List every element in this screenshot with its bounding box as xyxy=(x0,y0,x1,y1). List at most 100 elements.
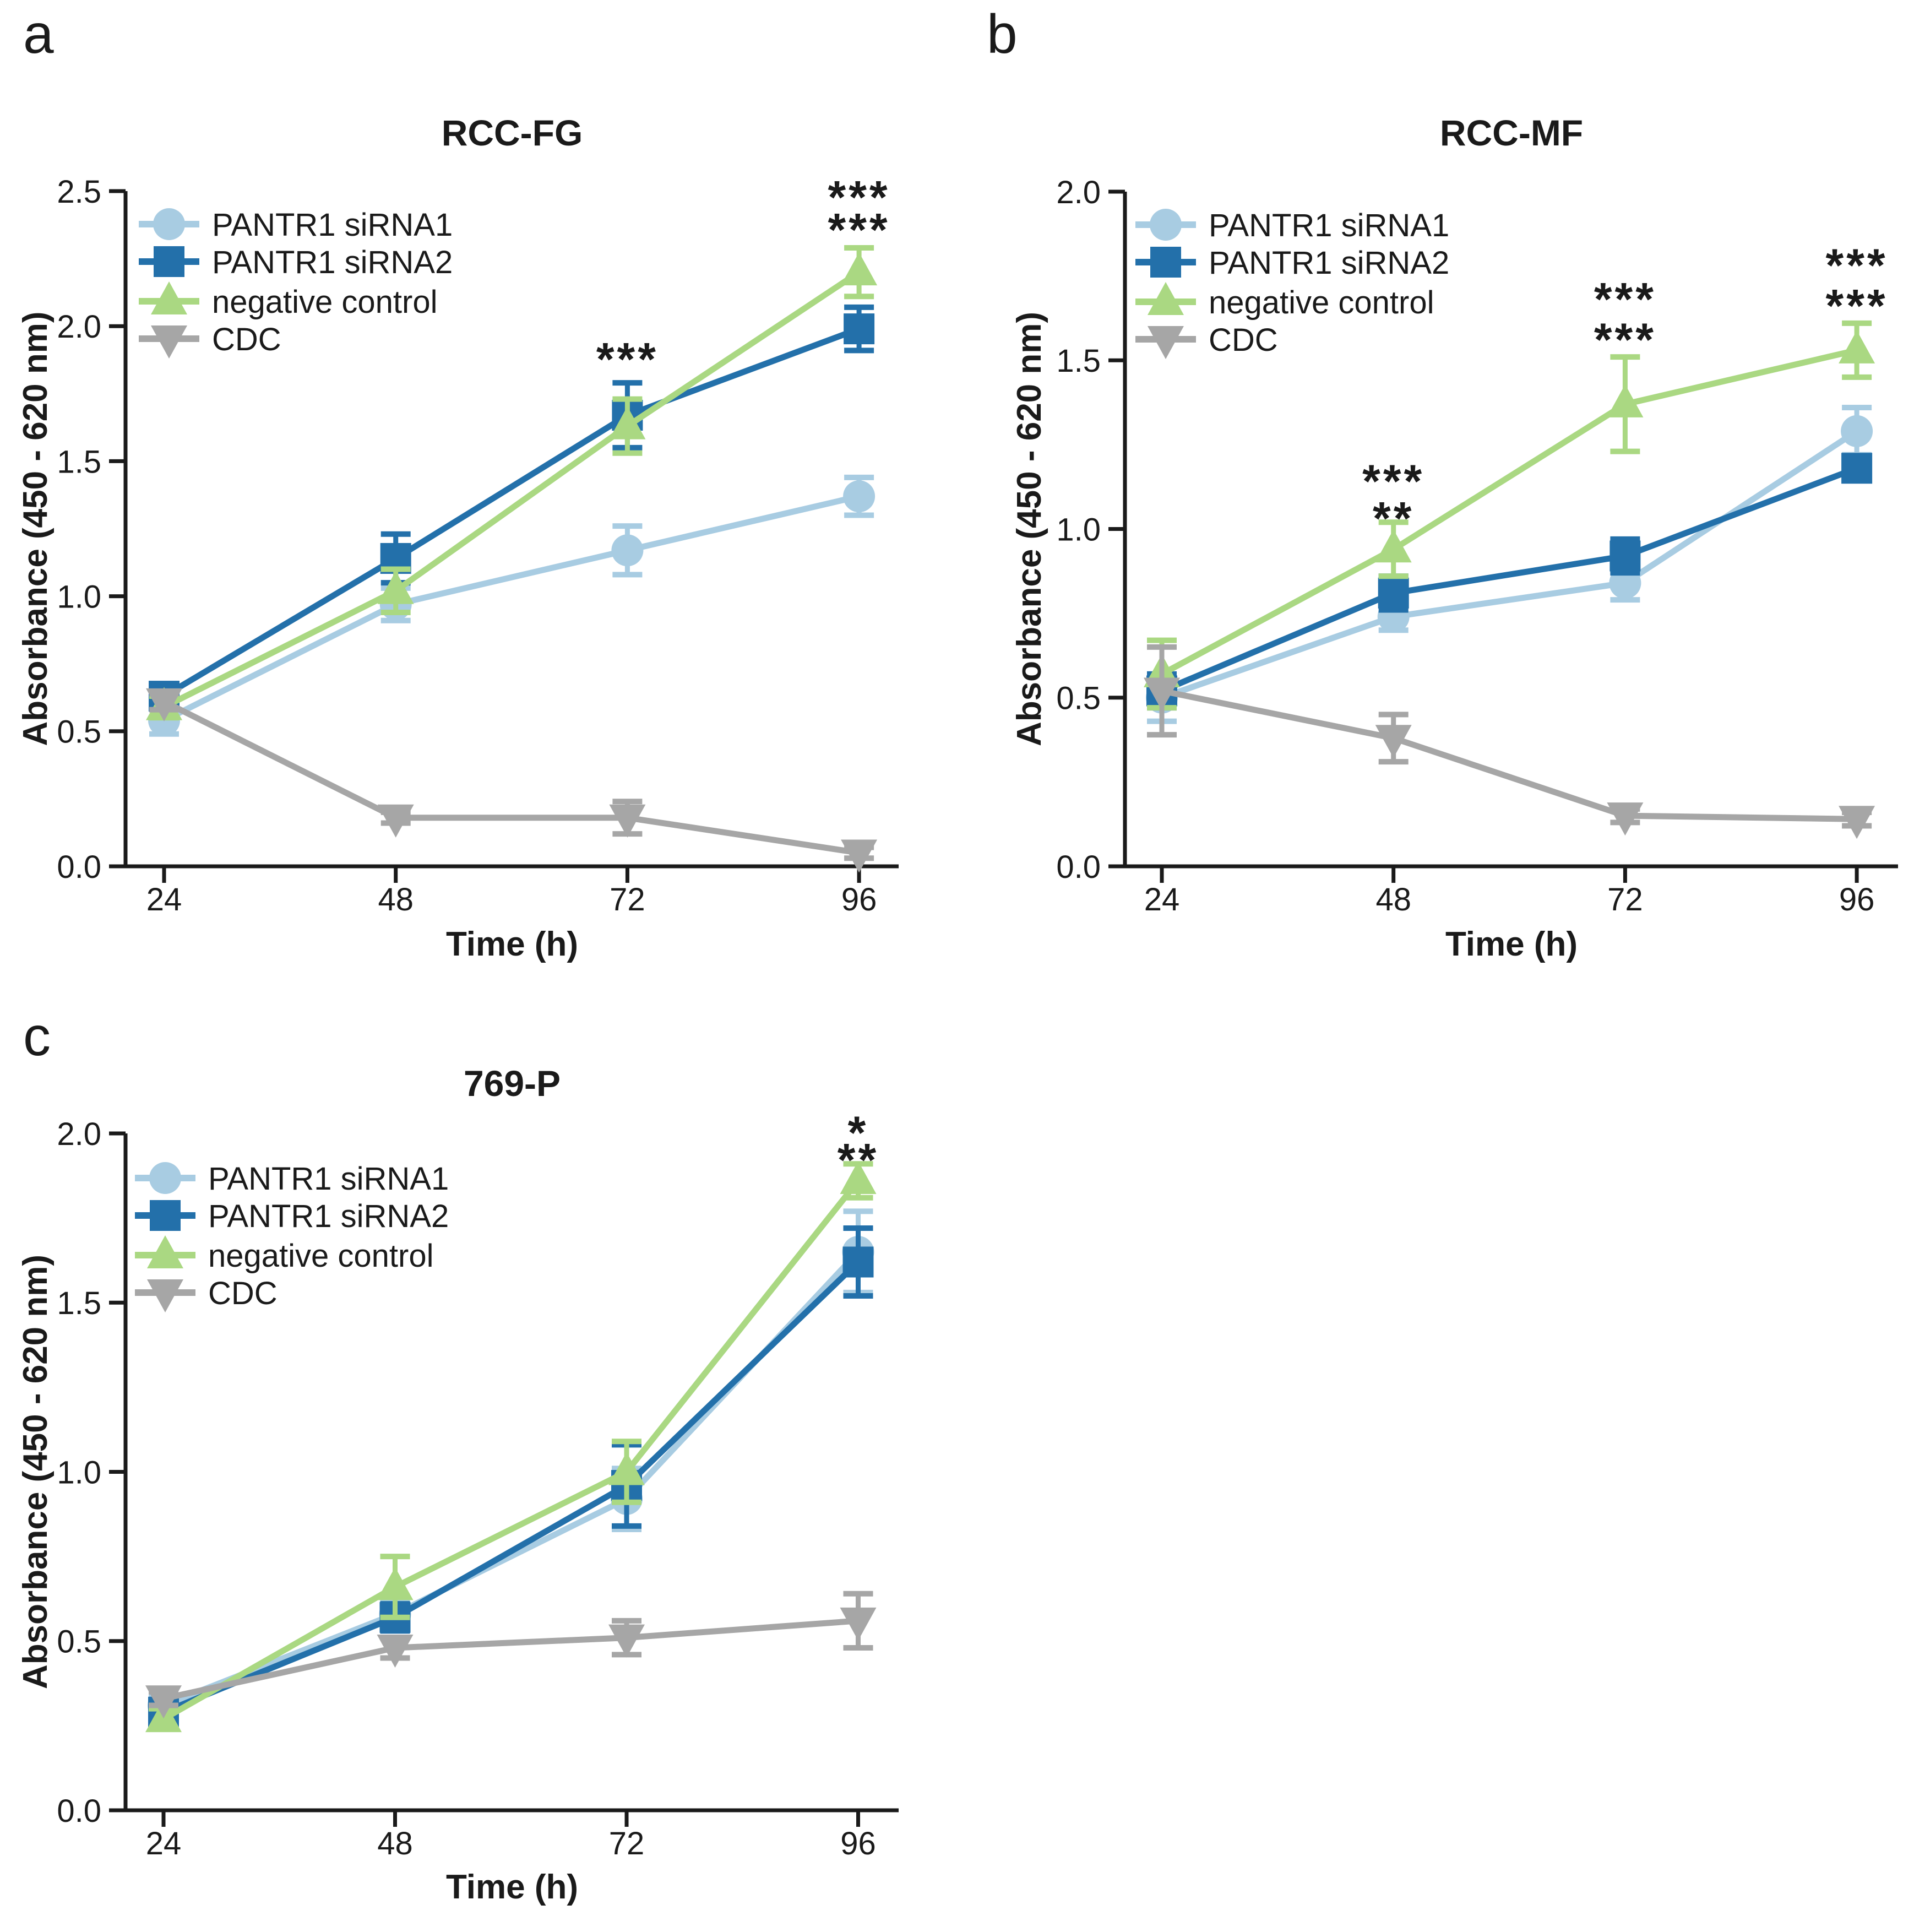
y-axis-tick-label: 0.0 xyxy=(57,1793,101,1829)
x-axis-tick-label: 24 xyxy=(1144,882,1180,918)
legend-marker-triangle-down-icon xyxy=(1148,326,1184,359)
x-axis-tick-label: 24 xyxy=(146,882,182,918)
x-axis-tick-label: 72 xyxy=(609,1826,645,1862)
y-axis-tick-label: 1.0 xyxy=(1056,512,1101,547)
data-point-marker xyxy=(1375,725,1412,758)
y-axis-tick-label: 2.5 xyxy=(57,174,101,210)
series-cdc xyxy=(145,1591,877,1719)
series-line xyxy=(160,1259,861,1716)
legend-label: PANTR1 siRNA2 xyxy=(212,245,453,280)
data-point-marker xyxy=(377,571,414,604)
legend-item-cdc: CDC xyxy=(1135,322,1278,359)
series-line xyxy=(1159,347,1860,677)
y-axis-tick-label: 1.0 xyxy=(57,1455,101,1490)
data-point-marker xyxy=(1839,806,1875,839)
legend-marker-square-icon xyxy=(150,1200,181,1231)
y-axis-tick-label: 2.0 xyxy=(57,309,101,345)
data-point-marker xyxy=(840,1607,877,1641)
significance-stars: *** xyxy=(1362,455,1424,507)
x-axis-label: Time (h) xyxy=(1445,925,1578,963)
significance-stars: *** xyxy=(1594,313,1656,365)
legend-label: PANTR1 siRNA2 xyxy=(208,1198,449,1234)
y-axis-tick-label: 1.5 xyxy=(1056,343,1101,379)
series-line xyxy=(161,698,862,856)
y-axis-tick-label: 0.5 xyxy=(57,1624,101,1660)
data-point-marker xyxy=(1607,802,1644,836)
data-point-marker xyxy=(1841,453,1873,484)
chart-svg-rcc-mf: 0.0 0.5 1.0 1.5 2.0 24 48 72 96 RCC-MF Time (h) Abs… xyxy=(1010,112,1898,963)
x-axis-tick-label: 96 xyxy=(1839,882,1875,918)
x-axis-tick-label: 48 xyxy=(377,1826,413,1862)
x-axis-tick-label: 48 xyxy=(1375,882,1411,918)
legend-label: negative control xyxy=(1209,285,1434,321)
significance-stars: *** xyxy=(1594,273,1656,325)
data-point-marker xyxy=(842,1246,874,1278)
legend-marker-circle-icon xyxy=(149,1162,181,1194)
legend-label: negative control xyxy=(212,284,437,320)
y-axis-tick-label: 2.0 xyxy=(1056,175,1101,210)
x-axis-tick-label: 96 xyxy=(841,882,877,918)
legend-item-cdc: CDC xyxy=(135,1276,278,1312)
y-axis-tick-label: 1.0 xyxy=(57,579,101,615)
x-axis-tick-label: 72 xyxy=(1607,882,1643,918)
series-line xyxy=(161,493,862,724)
series-line xyxy=(1159,428,1860,701)
legend-label: negative control xyxy=(208,1238,433,1274)
panel-c-769-p: 0.0 0.5 1.0 1.5 2.0 24 48 72 96 769-P Time (h) Abso… xyxy=(0,991,964,1932)
y-axis-tick-label: 1.5 xyxy=(57,444,101,480)
data-point-marker xyxy=(146,688,182,721)
legend-marker-triangle-down-icon xyxy=(151,325,187,359)
chart-svg-769-p: 0.0 0.5 1.0 1.5 2.0 24 48 72 96 769-P Time (h) Abso… xyxy=(17,1063,899,1906)
legend-marker-circle-icon xyxy=(1150,209,1182,241)
series-line xyxy=(160,1177,861,1722)
legend-marker-square-icon xyxy=(1150,247,1181,278)
series-line xyxy=(161,269,862,710)
data-point-marker xyxy=(841,252,878,286)
legend-label: CDC xyxy=(208,1276,278,1311)
x-axis-tick-label: 48 xyxy=(378,882,414,918)
series-negative-control xyxy=(145,1161,877,1733)
x-axis-tick-label: 72 xyxy=(610,882,645,918)
data-point-marker xyxy=(609,804,646,838)
series-cdc xyxy=(1144,644,1875,839)
significance-stars: *** xyxy=(1826,240,1888,291)
legend-item-pantr1-sirna2: PANTR1 siRNA2 xyxy=(139,245,453,280)
legend-item-pantr1-sirna1: PANTR1 siRNA1 xyxy=(1135,208,1449,243)
series-negative-control xyxy=(1144,320,1875,711)
legend-label: PANTR1 siRNA1 xyxy=(1209,208,1449,243)
data-point-marker xyxy=(609,406,646,439)
data-point-marker xyxy=(1841,415,1873,447)
legend-label: CDC xyxy=(1209,322,1278,358)
panel-letter-b: b xyxy=(987,3,1018,65)
panel-letter-c: c xyxy=(23,1006,51,1067)
x-axis-label: Time (h) xyxy=(446,925,578,963)
significance-stars: *** xyxy=(828,171,890,223)
chart-title: 769-P xyxy=(464,1063,561,1104)
legend-item-pantr1-sirna2: PANTR1 siRNA2 xyxy=(1135,245,1449,281)
data-point-marker xyxy=(1607,384,1644,417)
data-point-marker xyxy=(841,839,878,873)
data-point-marker xyxy=(608,1624,645,1658)
significance-stars: *** xyxy=(1826,280,1888,332)
series-pantr1-sirna1 xyxy=(148,474,876,737)
legend-marker-triangle-up-icon xyxy=(1148,282,1184,315)
y-axis-tick-label: 0.5 xyxy=(57,714,101,750)
significance-stars: * xyxy=(848,1107,869,1159)
y-axis-tick-label: 2.0 xyxy=(57,1116,101,1152)
data-point-marker xyxy=(377,1567,414,1600)
data-point-marker xyxy=(1378,577,1409,609)
legend-label: PANTR1 siRNA2 xyxy=(1209,245,1449,281)
data-point-marker xyxy=(608,1452,645,1485)
y-axis-label: Absorbance (450 - 620 nm) xyxy=(17,1255,55,1689)
data-point-marker xyxy=(145,1685,182,1719)
legend-item-negative-control: negative control xyxy=(1135,282,1434,321)
series-line xyxy=(1159,688,1860,822)
x-axis-tick-label: 24 xyxy=(146,1826,182,1862)
legend-item-pantr1-sirna1: PANTR1 siRNA1 xyxy=(135,1161,449,1197)
legend-item-pantr1-sirna1: PANTR1 siRNA1 xyxy=(139,207,453,243)
legend-item-pantr1-sirna2: PANTR1 siRNA2 xyxy=(135,1198,449,1234)
chart-svg-rcc-fg: 0.0 0.5 1.0 1.5 2.0 2.5 24 48 72 96 RCC-FG Time (h)… xyxy=(17,112,899,963)
y-axis-tick-label: 0.0 xyxy=(1056,849,1101,885)
x-axis-tick-label: 96 xyxy=(840,1826,876,1862)
